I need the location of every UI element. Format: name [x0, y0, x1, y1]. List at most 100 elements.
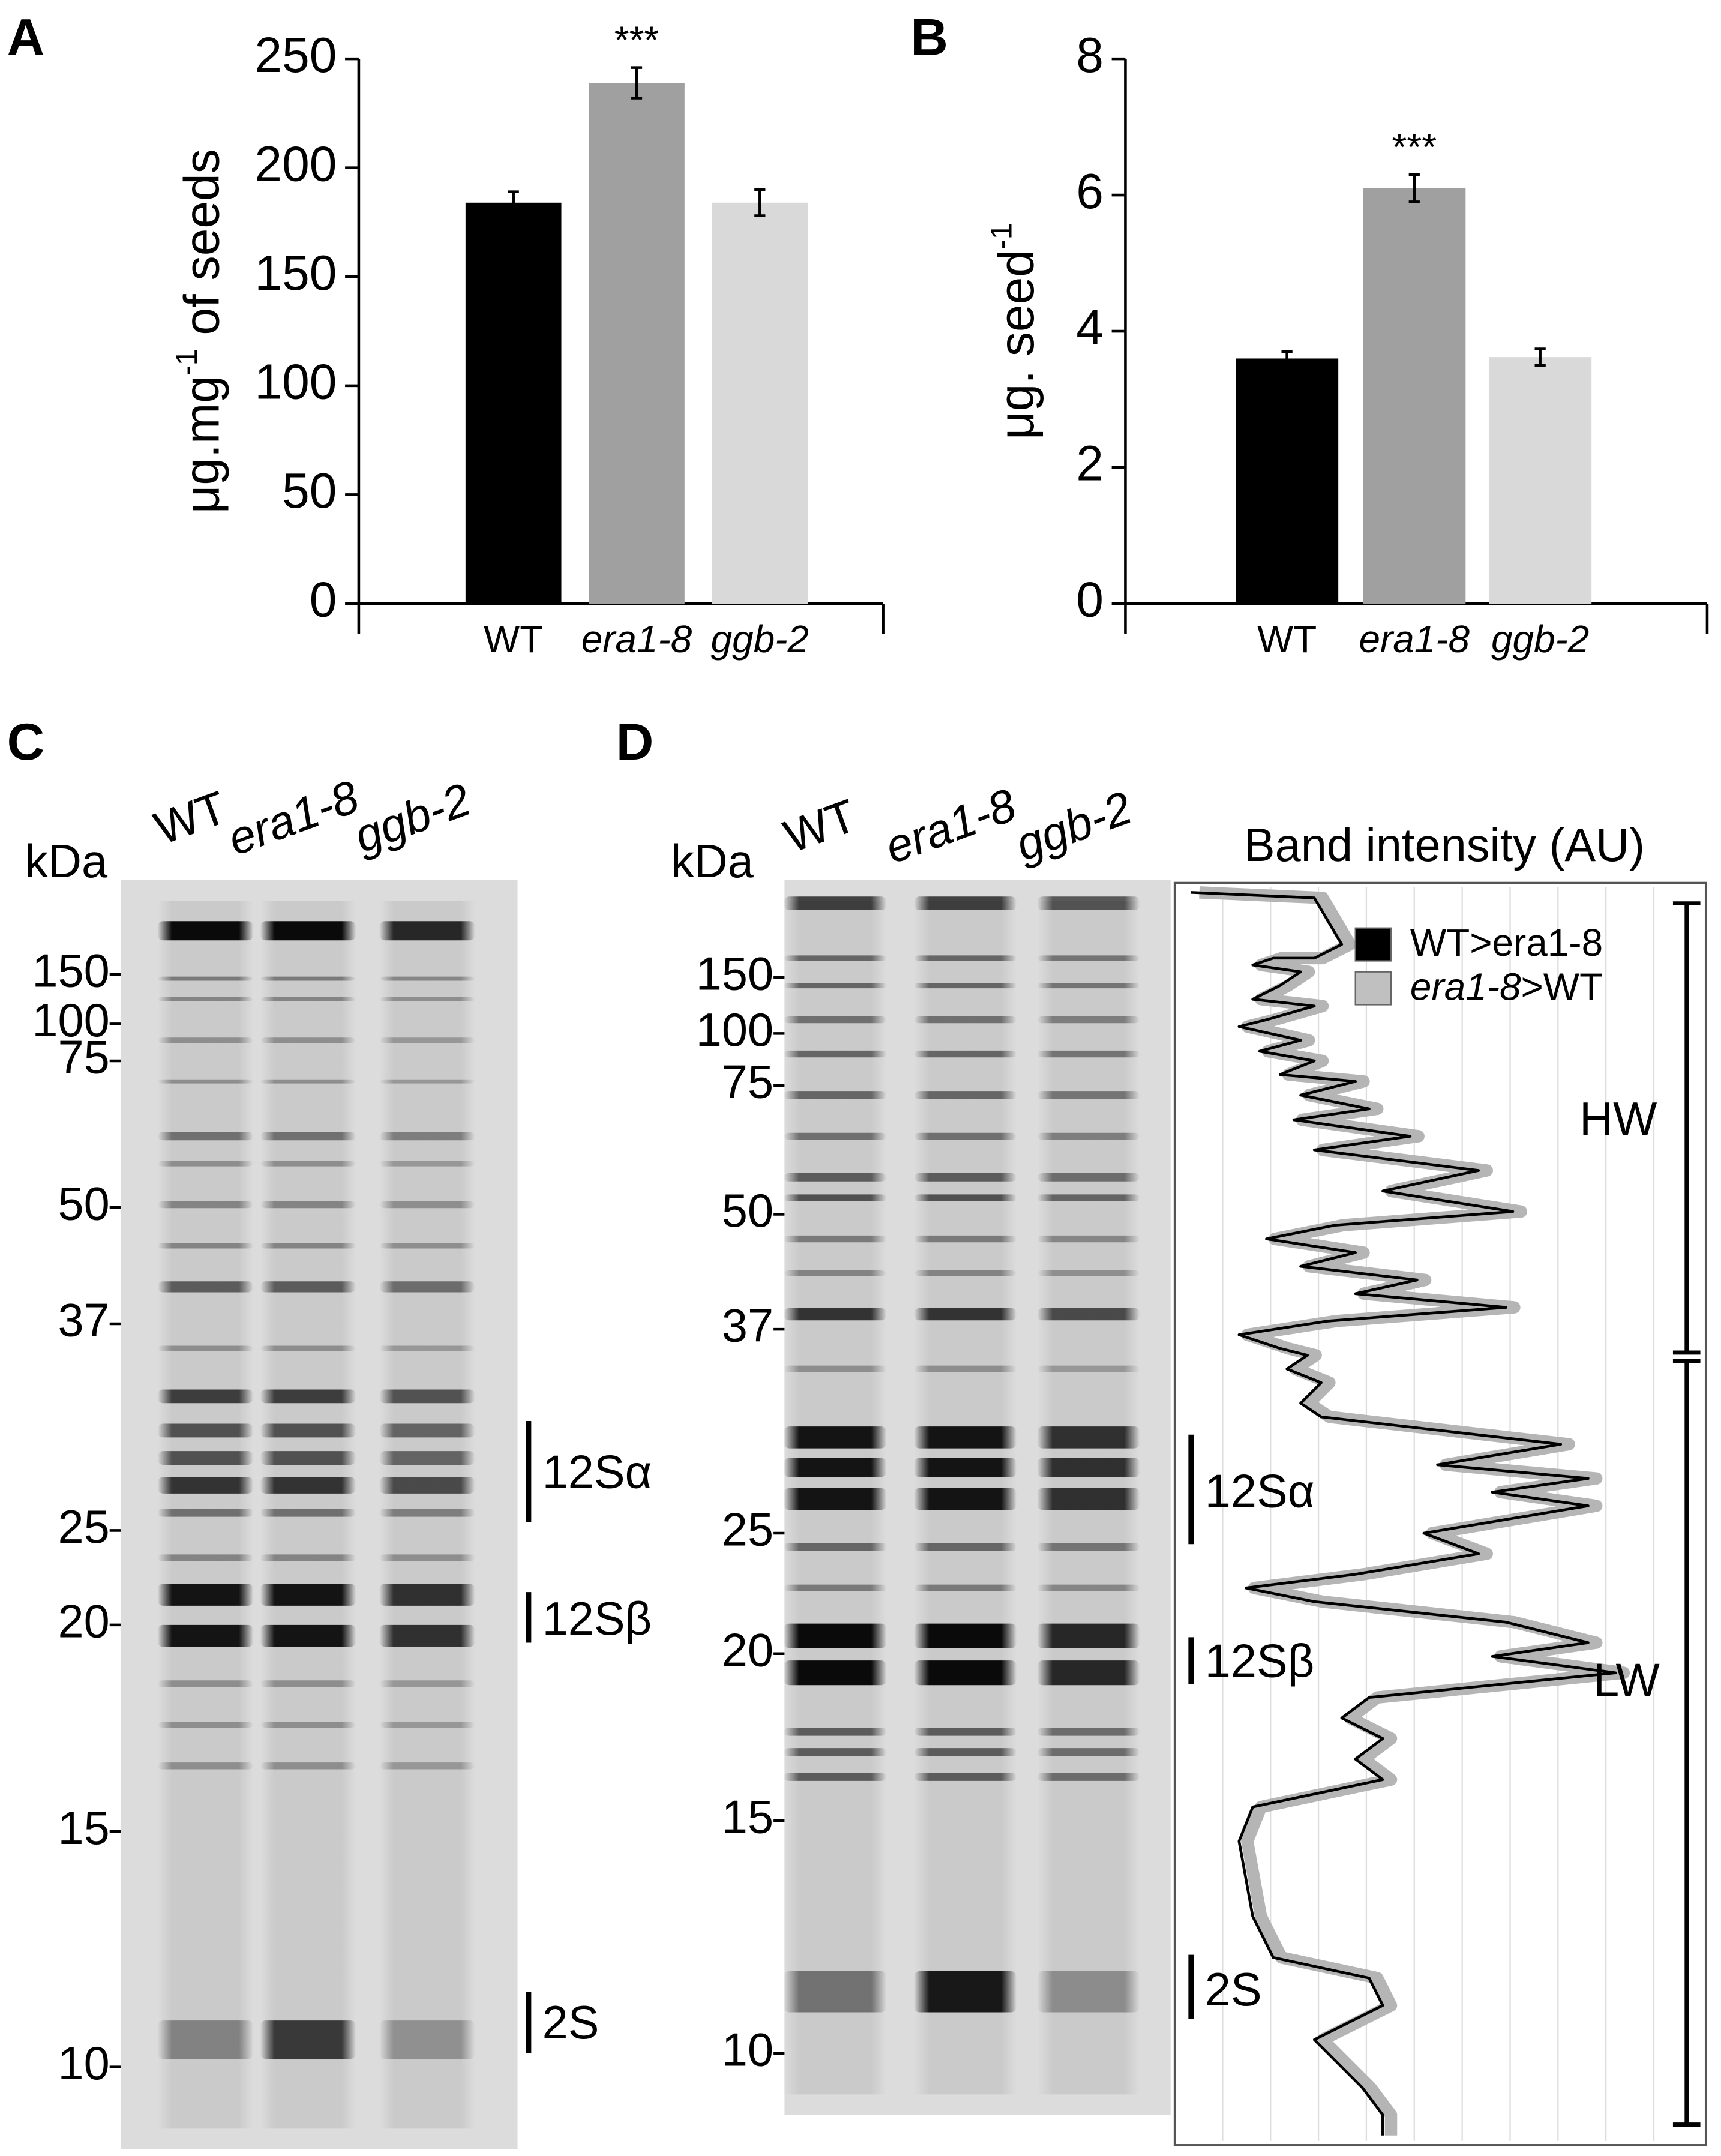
gel-band — [379, 921, 475, 941]
gel-band — [784, 982, 887, 989]
gel-band — [1037, 1773, 1140, 1781]
gel-band — [913, 1235, 1017, 1243]
x-tick-label: ggb-2 — [711, 617, 809, 661]
y-axis-label-part: of seeds — [175, 149, 229, 349]
gel-band — [157, 1508, 254, 1517]
x-tick-label: ggb-2 — [1491, 617, 1589, 661]
gel-band — [1037, 955, 1140, 961]
gel-band — [913, 955, 1017, 961]
y-tick-label: 200 — [254, 137, 337, 191]
gel-band — [379, 1389, 475, 1404]
bar — [1489, 357, 1592, 604]
gel-band — [260, 997, 356, 1001]
gel-band — [157, 2020, 254, 2059]
gel-band — [379, 1037, 475, 1043]
gel-band — [913, 1542, 1017, 1551]
y-axis-label-part: μg. seed — [989, 250, 1044, 440]
gel-band — [260, 1389, 356, 1404]
gel-band — [784, 1270, 887, 1276]
lane-label: WT — [778, 790, 864, 863]
y-tick-label: 150 — [254, 246, 337, 301]
gel-band — [379, 2020, 475, 2059]
x-tick-label: WT — [484, 617, 543, 661]
significance: *** — [1392, 125, 1437, 169]
unit-label: kDa — [25, 836, 108, 887]
marker-label: 150 — [696, 948, 773, 1000]
gel-band — [379, 1680, 475, 1687]
region-label: LW — [1593, 1654, 1660, 1706]
gel-band — [784, 1488, 887, 1510]
y-tick-label: 0 — [1076, 573, 1104, 628]
gel-band — [379, 1243, 475, 1249]
gel-band — [260, 1345, 356, 1351]
gel-band — [1037, 1660, 1140, 1686]
gel-band — [260, 1477, 356, 1494]
gel-band — [157, 1389, 254, 1404]
band-label: 12Sβ — [1205, 1636, 1315, 1687]
gel-band — [379, 1132, 475, 1141]
gel-band — [1037, 982, 1140, 989]
region-brackets — [1672, 901, 1701, 2127]
marker-label: 75 — [58, 1031, 109, 1083]
gel-band — [1037, 1542, 1140, 1551]
gel-band — [260, 1680, 356, 1687]
marker-label: 20 — [58, 1596, 109, 1647]
gel-band — [379, 1508, 475, 1517]
gel-band — [157, 976, 254, 981]
gel-band — [784, 1194, 887, 1201]
gel-band — [1037, 1748, 1140, 1756]
error-bar — [1281, 350, 1293, 367]
gel-band — [913, 1091, 1017, 1099]
marker-label: 75 — [722, 1057, 773, 1108]
y-tick-label: 250 — [254, 28, 337, 83]
gel-band — [913, 1173, 1017, 1182]
error-bar — [631, 66, 643, 100]
gel-band — [1037, 1235, 1140, 1243]
x-tick-label: era1-8 — [581, 617, 692, 661]
gel-band — [784, 1542, 887, 1551]
gel-band — [260, 2020, 356, 2059]
band-label: 12Sα — [1205, 1466, 1315, 1518]
gel-band — [784, 1235, 887, 1243]
gel-band — [157, 1477, 254, 1494]
bar — [589, 83, 685, 604]
region-label: HW — [1579, 1093, 1657, 1145]
gel-band — [1037, 1194, 1140, 1201]
gel-band — [1037, 1132, 1140, 1140]
gel-band — [379, 1584, 475, 1606]
gel-band — [1037, 1308, 1140, 1321]
gel-band — [379, 1201, 475, 1209]
gel-band — [379, 1451, 475, 1465]
gel-band — [1037, 1050, 1140, 1058]
gel-band — [260, 1451, 356, 1465]
gel-band — [157, 1201, 254, 1209]
gel-band — [157, 1624, 254, 1647]
y-tick-label: 50 — [282, 464, 337, 518]
marker-label: 20 — [722, 1624, 773, 1676]
gel-band — [913, 1660, 1017, 1686]
gel-band — [157, 1079, 254, 1084]
gel-band — [260, 1508, 356, 1517]
gel-band — [1037, 1458, 1140, 1477]
gel-band — [260, 1161, 356, 1167]
x-tick-label: WT — [1257, 617, 1317, 661]
gel-band — [784, 1623, 887, 1648]
panel-letter: D — [616, 713, 654, 771]
gel-band — [260, 1201, 356, 1209]
gel-band — [784, 1773, 887, 1781]
significance: *** — [614, 18, 659, 61]
gel-band — [379, 997, 475, 1001]
legend-label-part: era1-8 — [1410, 965, 1521, 1008]
gel-band — [379, 1345, 475, 1351]
bar — [712, 202, 808, 604]
band-label: 2S — [542, 1997, 599, 2049]
gel-band — [379, 1624, 475, 1647]
gel-band — [260, 1722, 356, 1728]
marker-label: 50 — [58, 1179, 109, 1230]
gel-band — [157, 1037, 254, 1043]
gel-band — [913, 1584, 1017, 1591]
legend-swatch — [1354, 927, 1392, 962]
legend-label: WT>era1-8 — [1410, 921, 1603, 964]
gel-band — [1037, 1584, 1140, 1591]
